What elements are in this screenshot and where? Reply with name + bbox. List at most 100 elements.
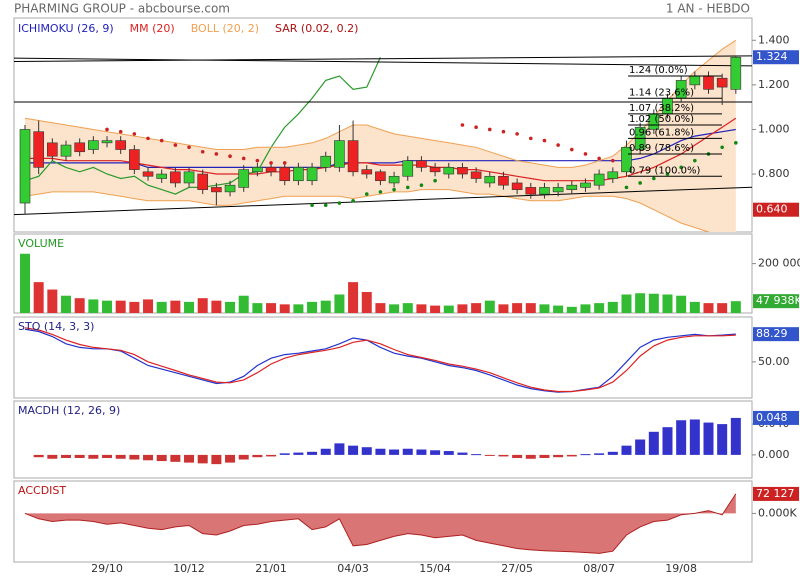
sar-dot <box>282 161 287 165</box>
trend-line <box>14 55 752 62</box>
volume-bar <box>566 306 577 313</box>
volume-bar <box>471 303 482 313</box>
volume-bar <box>47 289 58 313</box>
volume-bar <box>74 298 85 313</box>
volume-bar <box>375 303 386 313</box>
value-tag-label: 0.640 <box>756 203 788 216</box>
candle-body <box>566 184 578 190</box>
candle-body <box>197 173 209 190</box>
candle-body <box>703 75 714 90</box>
sar-dot <box>378 190 383 194</box>
sar-dot <box>323 203 328 208</box>
candle-body <box>457 167 468 175</box>
histogram-bar <box>648 431 659 455</box>
volume-bar <box>430 305 441 313</box>
candle-body <box>19 129 31 204</box>
bollinger-lower <box>24 189 711 232</box>
panel-title: ACCDIST <box>18 484 66 497</box>
area-line <box>24 493 737 554</box>
x-tick-label: 15/04 <box>419 562 451 575</box>
volume-bar <box>484 300 495 313</box>
histogram-bar <box>361 447 372 455</box>
sar-dot <box>624 185 629 190</box>
candle-body <box>347 140 359 173</box>
volume-bar <box>61 295 72 313</box>
sar-dot <box>597 156 601 161</box>
histogram-bar <box>211 454 222 465</box>
histogram-bar <box>88 454 99 459</box>
candle-body <box>607 171 619 179</box>
panel-title: MACDH (12, 26, 9) <box>18 404 120 417</box>
volume-bar <box>348 282 359 313</box>
candle-body <box>498 175 509 186</box>
panel-plot <box>33 417 741 465</box>
volume-bar <box>703 303 714 313</box>
histogram-bar <box>238 454 249 460</box>
volume-bar <box>279 304 290 313</box>
candle-body <box>306 167 318 182</box>
histogram-bar <box>143 454 154 461</box>
volume-bar <box>525 303 536 313</box>
sar-dot <box>570 147 574 152</box>
fib-label: 0.89 (78.6%) <box>629 143 694 154</box>
histogram-bar <box>484 454 495 456</box>
histogram-bar <box>498 454 509 457</box>
x-tick-label: 08/07 <box>583 562 615 575</box>
candle-body <box>265 167 277 173</box>
sar-dot <box>173 143 178 147</box>
volume-bar <box>197 298 208 313</box>
value-tag-label: 47 938K <box>756 294 800 307</box>
candle-body <box>416 160 427 168</box>
panel-plot <box>20 253 741 313</box>
sar-dot <box>132 132 137 136</box>
volume-bar <box>293 304 304 313</box>
histogram-bar <box>33 454 44 458</box>
sar-dot <box>146 136 150 141</box>
value-tag <box>753 410 799 425</box>
volume-bar <box>170 300 181 313</box>
histogram-bar <box>252 454 263 458</box>
sar-dot <box>310 203 314 208</box>
histogram-bar <box>635 439 646 455</box>
histogram-bar <box>115 454 126 459</box>
sar-dot <box>665 172 670 176</box>
candle-body <box>279 167 291 182</box>
candle-body <box>33 131 44 168</box>
sar-dot <box>159 138 164 143</box>
histogram-bar <box>512 454 523 458</box>
y-tick-label: 1.400 <box>758 33 790 46</box>
sar-dot <box>460 123 465 127</box>
histogram-bar <box>279 453 290 455</box>
volume-bar <box>252 303 263 313</box>
sar-dot <box>652 176 656 181</box>
sar-dot <box>474 125 478 130</box>
candle-body <box>334 140 345 168</box>
legend-entry: BOLL (20, 2) <box>191 22 259 35</box>
fib-label: 1.07 (38.2%) <box>629 103 694 114</box>
volume-bar <box>498 304 509 313</box>
volume-bar <box>512 303 523 313</box>
candle-body <box>60 144 72 157</box>
candle-body <box>552 187 564 193</box>
sar-dot <box>583 152 588 156</box>
volume-bar <box>580 304 591 313</box>
candle-body <box>74 142 85 153</box>
sar-dot <box>200 149 205 154</box>
sar-dot <box>433 178 437 183</box>
volume-bar <box>717 303 728 313</box>
histogram-bar <box>61 454 72 458</box>
histogram-bar <box>334 443 345 455</box>
legend-entry: ICHIMOKU (26, 9) <box>18 22 114 35</box>
fib-label: 1.14 (23.6%) <box>629 87 694 98</box>
x-tick-label: 19/08 <box>665 562 697 575</box>
candle-body <box>402 160 414 177</box>
volume-bar <box>102 300 113 313</box>
value-tag <box>753 202 799 217</box>
legend-entry: SAR (0.02, 0.2) <box>275 22 358 35</box>
sar-dot <box>515 132 519 136</box>
candle-body <box>101 140 113 144</box>
volume-bar <box>143 299 154 313</box>
panel-frame <box>13 316 753 399</box>
candle-body <box>621 146 632 173</box>
